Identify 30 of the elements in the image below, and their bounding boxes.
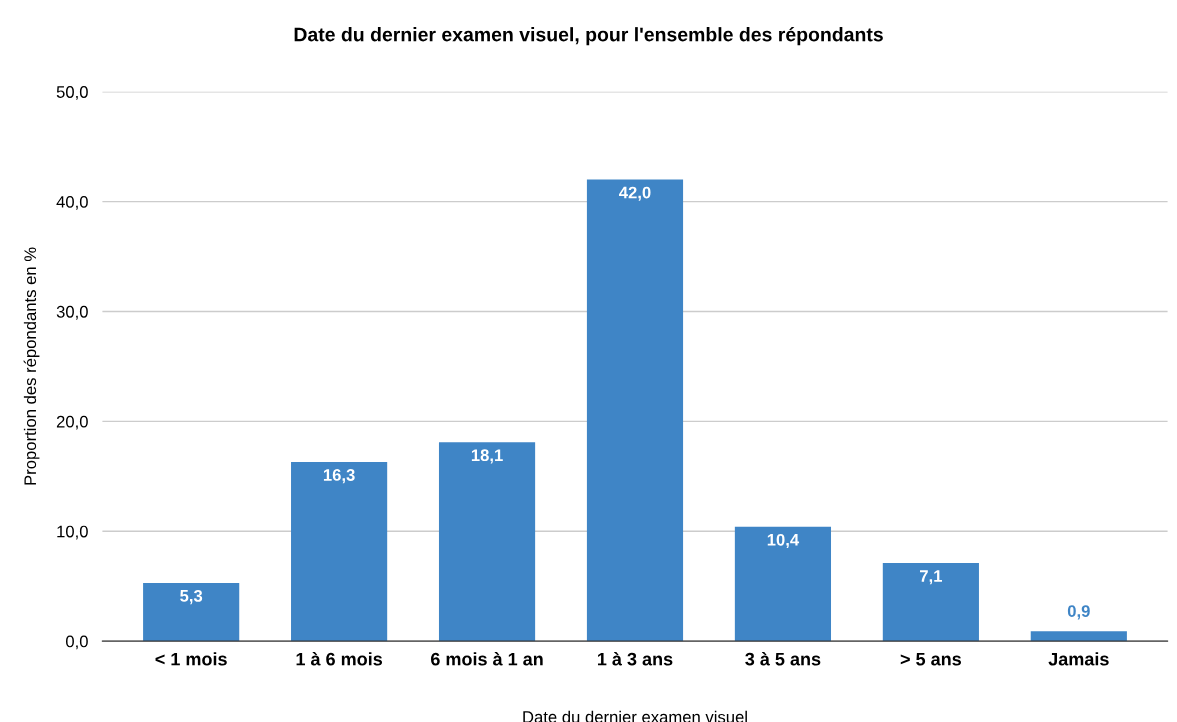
data-label: 18,1 (471, 449, 503, 464)
y-tick-label: 10,0 (57, 525, 88, 540)
bar (734, 526, 832, 642)
y-tick-label: 20,0 (56, 415, 88, 430)
data-label: 10,4 (767, 533, 800, 549)
data-label: 5,3 (180, 589, 203, 605)
data-label: 0,9 (1067, 605, 1090, 620)
y-tick-label: 40,0 (56, 195, 88, 210)
data-label: 7,1 (920, 570, 942, 585)
bar (438, 442, 536, 642)
chart-title: Date du dernier examen visuel, pour l'ensemble des répondants (294, 26, 883, 46)
x-tick-label: 1 à 3 ans (597, 652, 673, 666)
x-tick-label: 6 mois à 1 an (431, 652, 543, 666)
bar (143, 582, 240, 642)
data-label: 42,0 (619, 186, 651, 201)
bar (882, 563, 979, 642)
bar (291, 462, 388, 642)
y-tick-label: 30,0 (56, 305, 88, 320)
y-tick-label: 0,0 (65, 635, 88, 650)
y-axis-title: Proportion des répondants en % (23, 247, 40, 485)
bar (1030, 631, 1127, 642)
x-tick-label: < 1 mois (155, 652, 227, 666)
x-tick-label: 1 à 6 mois (296, 652, 383, 666)
data-label: 16,3 (323, 469, 355, 484)
x-tick-label: > 5 ans (900, 652, 961, 666)
x-axis-title: Date du dernier examen visuel (523, 710, 747, 722)
x-tick-label: 3 à 5 ans (745, 652, 821, 666)
y-tick-label: 50,0 (56, 86, 88, 100)
x-tick-label: Jamais (1048, 652, 1109, 666)
bar (586, 179, 684, 642)
